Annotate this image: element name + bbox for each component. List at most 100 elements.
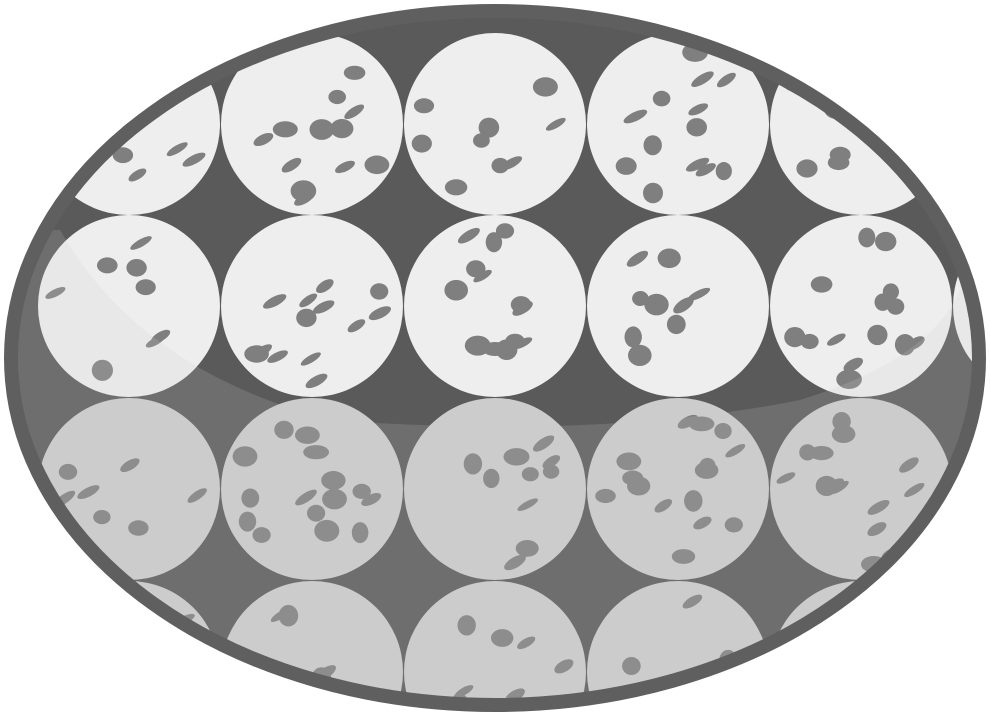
egg-spot [975, 663, 979, 685]
egg-spot [776, 472, 796, 484]
egg-spot [595, 488, 616, 504]
egg-spot [129, 693, 148, 705]
egg-spot [973, 517, 979, 534]
egg-spot [688, 103, 709, 116]
egg-spot [253, 132, 274, 147]
egg-spot [307, 504, 326, 522]
egg-spot [827, 155, 850, 171]
egg-spot [715, 162, 732, 181]
egg-disc [587, 398, 769, 580]
egg-spot [907, 674, 924, 695]
egg-spot [335, 160, 355, 174]
egg-spot [444, 279, 469, 301]
egg-spot [809, 446, 834, 461]
egg-spot [908, 660, 927, 674]
egg-spot [296, 308, 317, 328]
egg-spot [182, 152, 206, 167]
egg-spot [344, 104, 365, 120]
egg-spot [800, 61, 821, 83]
egg-spot [686, 157, 710, 172]
egg-spot [623, 109, 648, 124]
egg-spot [827, 333, 846, 346]
egg-spot [104, 643, 127, 657]
egg-spot [867, 522, 887, 537]
egg-spot [78, 87, 102, 103]
egg-spot [725, 443, 746, 458]
egg-spot [657, 248, 681, 269]
egg-spot [532, 77, 558, 97]
egg-disc [38, 215, 220, 397]
egg-spot [361, 493, 382, 506]
egg-spot [368, 306, 392, 321]
egg-spot [58, 463, 78, 480]
egg-spot [232, 446, 258, 467]
egg-spot [299, 293, 318, 308]
egg-spot [284, 706, 308, 714]
egg-spot [622, 470, 644, 486]
egg-spot [875, 231, 897, 252]
egg-spot [882, 283, 900, 301]
egg-spot [328, 89, 347, 105]
egg-spot [652, 90, 671, 107]
egg-spot [309, 119, 334, 140]
egg-spot [716, 72, 736, 88]
egg-spot [352, 483, 371, 499]
egg-spot [893, 706, 918, 714]
egg-spot [267, 350, 288, 363]
egg-spot [483, 468, 500, 489]
egg-disc [221, 215, 403, 397]
egg-spot [263, 294, 287, 309]
egg-spot [644, 293, 669, 316]
egg-spot [829, 657, 849, 673]
egg-spot [517, 498, 538, 511]
egg-spot [295, 426, 320, 444]
egg-spot [714, 423, 732, 439]
egg-spot [796, 159, 818, 178]
egg-shadow-overlay [11, 230, 979, 705]
egg-spot [256, 709, 279, 714]
egg-spot [867, 499, 890, 515]
egg-spot [686, 118, 707, 137]
egg-spot [281, 157, 302, 173]
egg-spot [241, 488, 260, 508]
egg-spot [836, 369, 862, 389]
egg-spot [473, 269, 492, 283]
egg-spot [463, 453, 483, 475]
egg-spot [904, 482, 925, 498]
egg-spot [295, 489, 317, 506]
egg-spot [278, 604, 299, 627]
egg-spot [682, 594, 703, 609]
egg-spot [485, 232, 503, 253]
egg-spot [643, 182, 663, 204]
egg-spot [695, 163, 716, 177]
egg-disc [404, 581, 586, 705]
egg-spot [542, 464, 560, 479]
egg-spot [300, 352, 321, 366]
egg-spot [75, 104, 98, 119]
egg-spot [532, 435, 555, 452]
egg-spot [887, 298, 905, 315]
egg-spot [615, 157, 637, 175]
egg-spot [172, 673, 191, 689]
egg-spot [444, 179, 468, 196]
egg-spot [364, 155, 390, 175]
egg-spot [187, 488, 207, 503]
egg-spot [85, 119, 109, 135]
egg-spot [128, 520, 149, 536]
egg-spot [699, 457, 716, 474]
egg-spot [351, 522, 369, 544]
egg-spot [663, 691, 681, 705]
egg-spot [843, 357, 864, 372]
egg-spot [858, 227, 876, 248]
egg-spot [272, 121, 298, 138]
egg-spot [545, 117, 566, 131]
egg-spot [624, 326, 642, 348]
egg-spot [238, 511, 257, 532]
egg-spot [831, 425, 856, 443]
egg-spot [505, 333, 525, 349]
egg-disc [404, 215, 586, 397]
egg-spot [975, 108, 979, 124]
egg-spot [673, 297, 694, 314]
egg-spot [411, 134, 432, 153]
